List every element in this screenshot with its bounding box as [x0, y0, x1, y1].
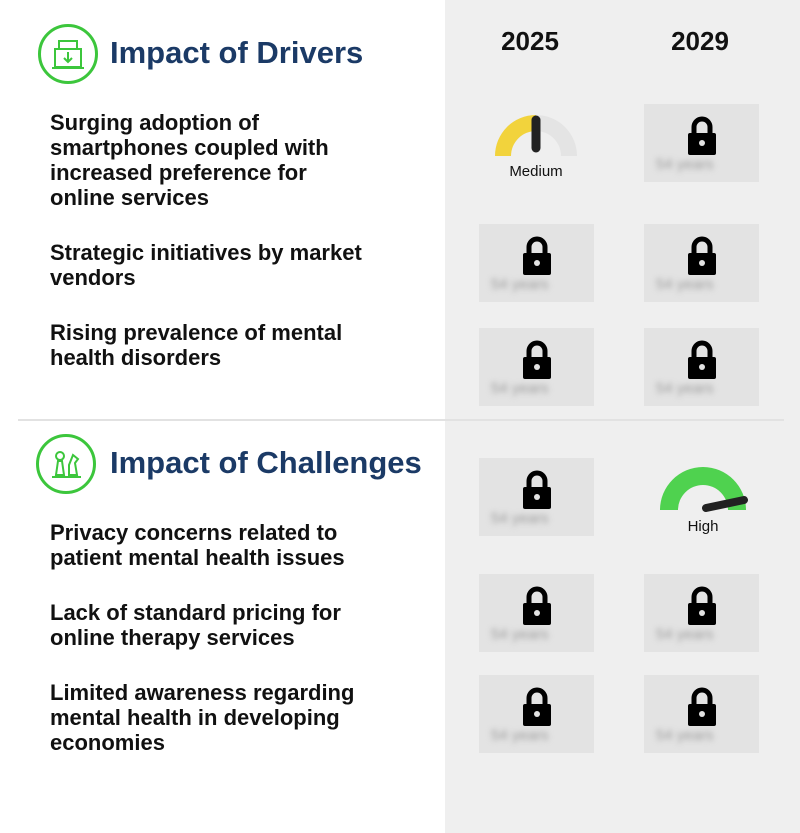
driver-item: Surging adoption of smartphones coupled …: [50, 110, 329, 210]
locked-value: 54 years: [644, 675, 759, 753]
challenge-item: Lack of standard pricing for online ther…: [50, 600, 341, 650]
locked-value: 54 years: [644, 574, 759, 652]
locked-blur-text: 54 years: [491, 510, 549, 527]
locked-blur-text: 54 years: [656, 727, 714, 744]
locked-blur-text: 54 years: [491, 626, 549, 643]
locked-blur-text: 54 years: [491, 727, 549, 744]
locked-value: 54 years: [644, 104, 759, 182]
challenges-title: Impact of Challenges: [110, 445, 422, 480]
year-2025-header: 2025: [501, 26, 559, 56]
section-divider: [18, 419, 784, 421]
gauge-label: Medium: [509, 163, 563, 180]
locked-blur-text: 54 years: [656, 380, 714, 397]
locked-blur-text: 54 years: [491, 276, 549, 293]
locked-blur-text: 54 years: [656, 276, 714, 293]
gauge-label: High: [687, 518, 719, 535]
locked-blur-text: 54 years: [491, 380, 549, 397]
locked-value: 54 years: [644, 328, 759, 406]
gauge-medium: Medium: [481, 112, 591, 184]
driver-item: Rising prevalence of mental health disor…: [50, 320, 343, 370]
factory-icon: [38, 24, 98, 84]
challenge-item: Privacy concerns related to patient ment…: [50, 520, 345, 570]
chess-icon: [36, 434, 96, 494]
locked-blur-text: 54 years: [656, 156, 714, 173]
year-2029-header: 2029: [671, 26, 729, 56]
locked-value: 54 years: [479, 458, 594, 536]
gauge-high: High: [648, 464, 758, 536]
locked-blur-text: 54 years: [656, 626, 714, 643]
locked-value: 54 years: [479, 224, 594, 302]
locked-value: 54 years: [479, 675, 594, 753]
locked-value: 54 years: [644, 224, 759, 302]
driver-item: Strategic initiatives by market vendors: [50, 240, 362, 290]
drivers-title: Impact of Drivers: [110, 35, 364, 70]
locked-value: 54 years: [479, 328, 594, 406]
challenge-item: Limited awareness regarding mental healt…: [50, 680, 355, 755]
locked-value: 54 years: [479, 574, 594, 652]
